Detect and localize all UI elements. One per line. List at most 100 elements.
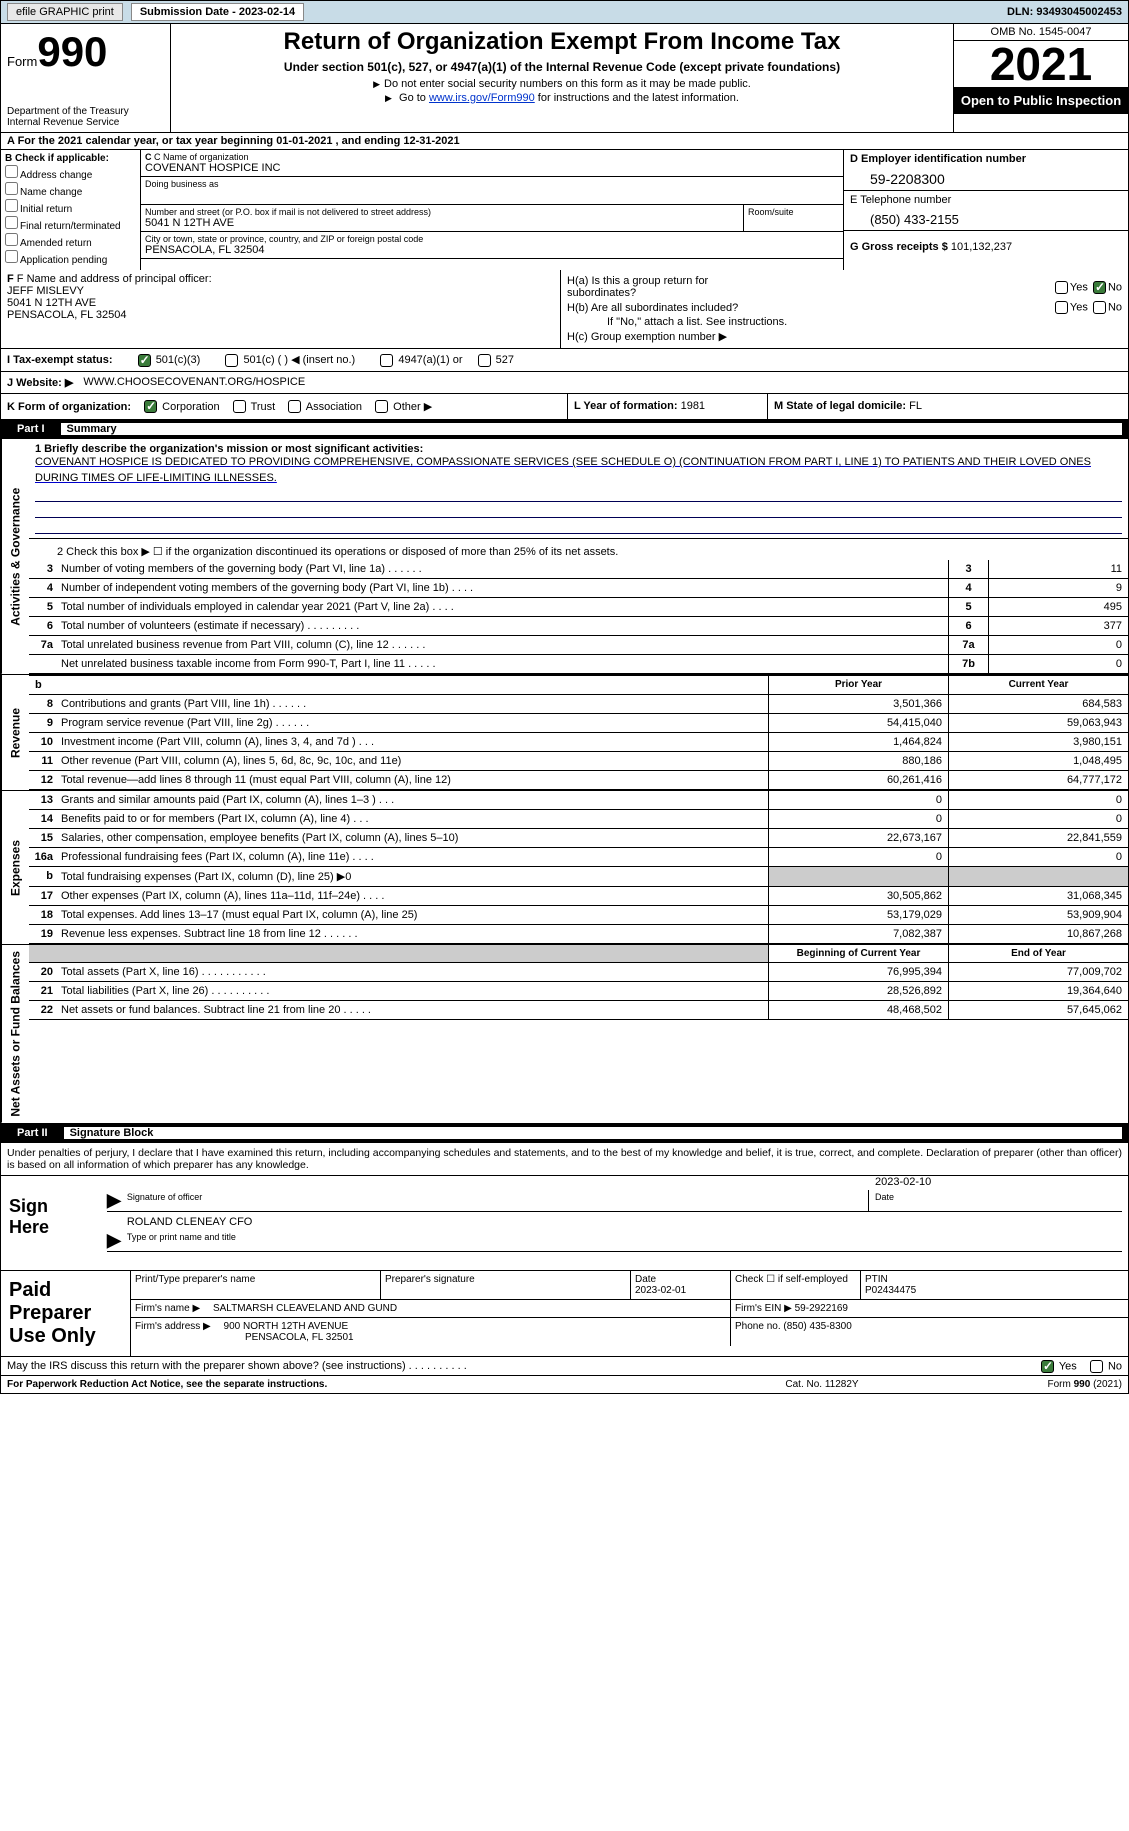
expense-row-13: 13 Grants and similar amounts paid (Part…	[29, 791, 1128, 810]
form-subtitle: Under section 501(c), 527, or 4947(a)(1)…	[177, 60, 947, 74]
hb-note: If "No," attach a list. See instructions…	[567, 316, 1122, 328]
form-of-org-row: K Form of organization: Corporation Trus…	[0, 394, 1129, 421]
row-desc: Professional fundraising fees (Part IX, …	[57, 848, 768, 866]
part-1-title: Summary	[61, 423, 1122, 435]
preparer-name-label: Print/Type preparer's name	[131, 1271, 381, 1299]
ptin-label: PTIN	[865, 1274, 888, 1285]
chk-4947[interactable]	[380, 354, 393, 367]
prior-year-value: 0	[768, 810, 948, 828]
beginning-value: 28,526,892	[768, 982, 948, 1000]
efile-print-button[interactable]: efile GRAPHIC print	[7, 3, 123, 21]
row-desc: Investment income (Part VIII, column (A)…	[57, 733, 768, 751]
part-2-header: Part II Signature Block	[1, 1124, 1128, 1142]
current-year-value: 3,980,151	[948, 733, 1128, 751]
current-year-value: 10,867,268	[948, 925, 1128, 943]
form-id-block: Form990 Department of the Treasury Inter…	[1, 24, 171, 132]
expense-row-17: 17 Other expenses (Part IX, column (A), …	[29, 887, 1128, 906]
row-num: 3	[29, 560, 57, 578]
chk-association[interactable]	[288, 400, 301, 413]
gross-value: 101,132,237	[951, 241, 1012, 253]
discuss-no-checkbox[interactable]	[1090, 1360, 1103, 1373]
end-value: 19,364,640	[948, 982, 1128, 1000]
net-assets-section: Net Assets or Fund Balances Beginning of…	[0, 945, 1129, 1124]
row-value: 495	[988, 598, 1128, 616]
sig-arrow-icon: ▶	[107, 1190, 121, 1211]
chk-final-return[interactable]: Final return/terminated	[5, 216, 136, 232]
chk-amended-return[interactable]: Amended return	[5, 233, 136, 249]
prior-year-value: 30,505,862	[768, 887, 948, 905]
chk-name-change[interactable]: Name change	[5, 182, 136, 198]
chk-501c[interactable]	[225, 354, 238, 367]
row-num: 4	[29, 579, 57, 597]
gross-label: G Gross receipts $	[850, 241, 948, 253]
row-num: 7a	[29, 636, 57, 654]
paid-preparer-label: Paid Preparer Use Only	[1, 1271, 131, 1356]
prep-date-label: Date	[635, 1274, 656, 1285]
revenue-row-8: 8 Contributions and grants (Part VIII, l…	[29, 695, 1128, 714]
row-box: 7b	[948, 655, 988, 673]
chk-trust[interactable]	[233, 400, 246, 413]
expense-row-16a: 16a Professional fundraising fees (Part …	[29, 848, 1128, 867]
mission-text: COVENANT HOSPICE IS DEDICATED TO PROVIDI…	[35, 455, 1122, 486]
blank-line	[35, 520, 1122, 534]
row-desc: Net unrelated business taxable income fr…	[57, 655, 948, 673]
open-inspection: Open to Public Inspection	[954, 87, 1128, 114]
ssn-warning: Do not enter social security numbers on …	[177, 78, 947, 90]
tel-value: (850) 433-2155	[850, 212, 1122, 227]
summary-row-6: 6 Total number of volunteers (estimate i…	[29, 617, 1128, 636]
chk-other[interactable]	[375, 400, 388, 413]
ha-no-checkbox[interactable]	[1093, 281, 1106, 294]
year-block: OMB No. 1545-0047 2021 Open to Public In…	[953, 24, 1128, 132]
form-header: Form990 Department of the Treasury Inter…	[0, 24, 1129, 133]
row-num: 16a	[29, 848, 57, 866]
expenses-section: Expenses 13 Grants and similar amounts p…	[0, 791, 1129, 945]
link-prefix: Go to	[399, 92, 429, 104]
row-value: 0	[988, 655, 1128, 673]
discuss-yes-checkbox[interactable]	[1041, 1360, 1054, 1373]
row-box: 3	[948, 560, 988, 578]
chk-address-change[interactable]: Address change	[5, 165, 136, 181]
row-k-label: K Form of organization:	[7, 401, 131, 413]
hb-yes-checkbox[interactable]	[1055, 301, 1068, 314]
year-formation-label: L Year of formation:	[574, 400, 678, 412]
chk-501c3[interactable]	[138, 354, 151, 367]
firm-ein-label: Firm's EIN ▶	[735, 1303, 792, 1314]
prior-year-value: 53,179,029	[768, 906, 948, 924]
firm-name-label: Firm's name ▶	[135, 1303, 200, 1314]
col-c-name-address: C C Name of organization COVENANT HOSPIC…	[141, 150, 843, 270]
row-desc: Total unrelated business revenue from Pa…	[57, 636, 948, 654]
firm-phone-value: (850) 435-8300	[783, 1321, 851, 1332]
irs-link[interactable]: www.irs.gov/Form990	[429, 92, 535, 104]
ha-yes-checkbox[interactable]	[1055, 281, 1068, 294]
netassets-row-21: 21 Total liabilities (Part X, line 26) .…	[29, 982, 1128, 1001]
part-2-title: Signature Block	[64, 1127, 1122, 1139]
current-year-value: 59,063,943	[948, 714, 1128, 732]
chk-application-pending[interactable]: Application pending	[5, 250, 136, 266]
beginning-year-header: Beginning of Current Year	[768, 945, 948, 962]
row-num: 12	[29, 771, 57, 789]
submission-date: Submission Date - 2023-02-14	[131, 3, 304, 21]
part-1-header: Part I Summary	[1, 420, 1128, 438]
ha-label: H(a) Is this a group return for subordin…	[567, 275, 767, 299]
chk-corporation[interactable]	[144, 400, 157, 413]
row-desc: Total revenue—add lines 8 through 11 (mu…	[57, 771, 768, 789]
chk-527[interactable]	[478, 354, 491, 367]
penalty-statement: Under penalties of perjury, I declare th…	[0, 1143, 1129, 1176]
discuss-row: May the IRS discuss this return with the…	[0, 1357, 1129, 1376]
hb-no-checkbox[interactable]	[1093, 301, 1106, 314]
vtab-revenue: Revenue	[1, 675, 29, 790]
tax-exempt-status-row: I Tax-exempt status: 501(c)(3) 501(c) ( …	[1, 349, 1128, 372]
paid-preparer-block: Paid Preparer Use Only Print/Type prepar…	[0, 1271, 1129, 1357]
beginning-value: 76,995,394	[768, 963, 948, 981]
page-footer: For Paperwork Reduction Act Notice, see …	[0, 1376, 1129, 1394]
row-num: 5	[29, 598, 57, 616]
chk-initial-return[interactable]: Initial return	[5, 199, 136, 215]
row-desc: Grants and similar amounts paid (Part IX…	[57, 791, 768, 809]
net-hdr-blank	[29, 945, 768, 962]
officer-group-row: F F Name and address of principal office…	[0, 270, 1129, 349]
row-num: 15	[29, 829, 57, 847]
row-value: 0	[988, 636, 1128, 654]
revenue-section: Revenue b Prior Year Current Year 8 Cont…	[0, 675, 1129, 791]
current-year-value: 0	[948, 791, 1128, 809]
line-2: 2 Check this box ▶ ☐ if the organization…	[29, 539, 1128, 560]
